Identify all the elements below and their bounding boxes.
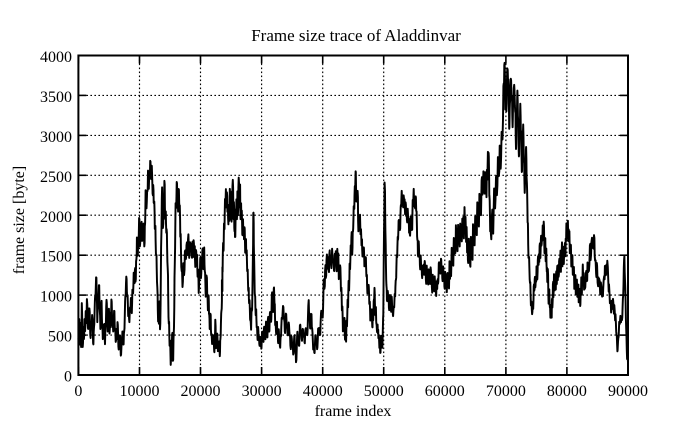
- svg-text:500: 500: [48, 329, 72, 346]
- svg-text:70000: 70000: [486, 383, 526, 400]
- svg-text:0: 0: [64, 369, 72, 386]
- svg-text:10000: 10000: [120, 383, 160, 400]
- svg-text:2500: 2500: [40, 169, 72, 186]
- svg-text:80000: 80000: [547, 383, 587, 400]
- svg-text:3500: 3500: [40, 89, 72, 106]
- svg-text:40000: 40000: [303, 383, 343, 400]
- svg-text:frame size [byte]: frame size [byte]: [11, 166, 28, 274]
- svg-text:Frame size trace of Aladdinvar: Frame size trace of Aladdinvar: [251, 26, 461, 45]
- svg-text:1000: 1000: [40, 289, 72, 306]
- svg-text:frame index: frame index: [315, 403, 392, 420]
- svg-text:1500: 1500: [40, 249, 72, 266]
- svg-text:4000: 4000: [40, 49, 72, 66]
- svg-text:3000: 3000: [40, 129, 72, 146]
- svg-text:20000: 20000: [181, 383, 221, 400]
- svg-text:60000: 60000: [425, 383, 465, 400]
- svg-text:2000: 2000: [40, 209, 72, 226]
- svg-text:90000: 90000: [608, 383, 648, 400]
- svg-text:50000: 50000: [364, 383, 404, 400]
- svg-text:0: 0: [74, 383, 82, 400]
- svg-text:30000: 30000: [242, 383, 282, 400]
